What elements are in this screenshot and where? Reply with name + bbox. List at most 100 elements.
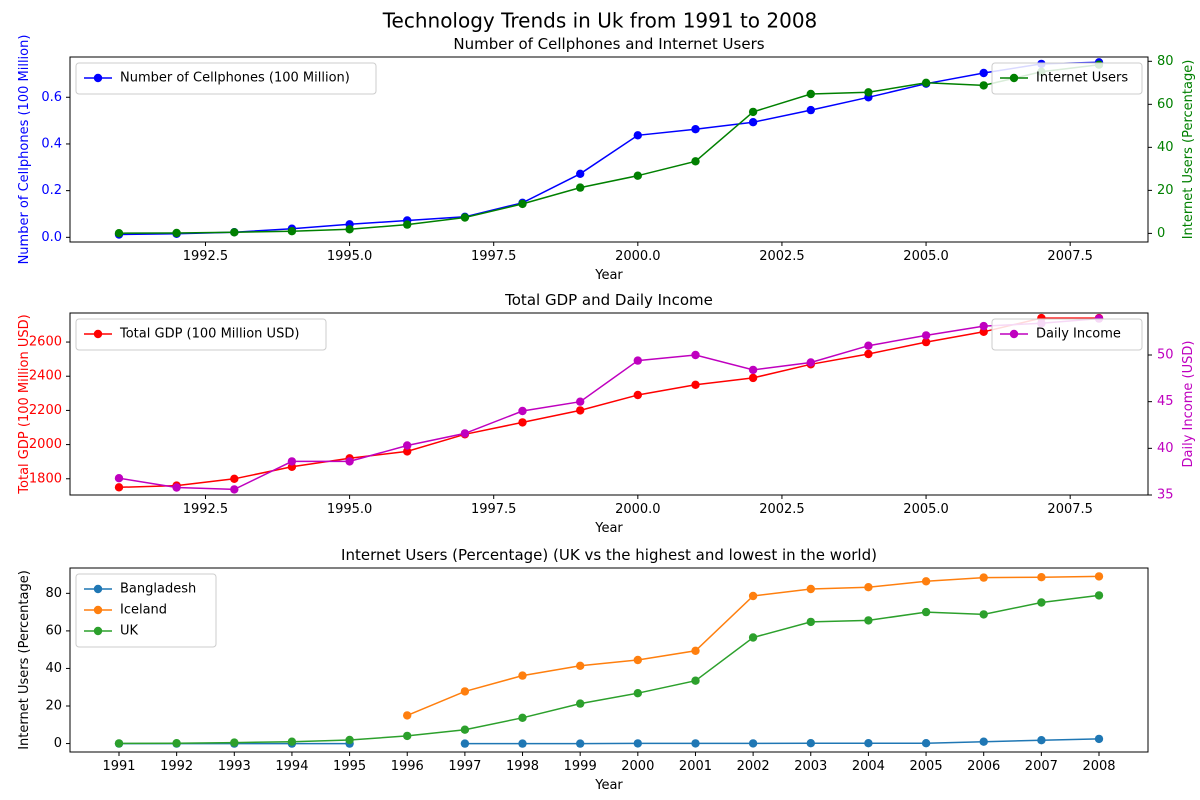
data-point [864, 341, 873, 350]
series-daily-income [114, 314, 1104, 494]
data-point [633, 171, 642, 180]
x-tick-label: 2001 [679, 759, 712, 774]
data-point [979, 610, 988, 619]
data-point [691, 157, 700, 166]
panel-3: Internet Users (Percentage) (UK vs the h… [17, 546, 1149, 793]
y-tick-label: 1800 [29, 471, 62, 486]
data-point [576, 661, 585, 670]
y-tick-label: 2600 [29, 335, 62, 350]
y-tick-label: 20 [45, 699, 62, 714]
legend-marker [93, 329, 103, 339]
data-point [1094, 591, 1104, 600]
y-tick-label: 0 [54, 736, 62, 751]
data-point [518, 418, 527, 427]
legend-box [75, 62, 377, 95]
data-point [345, 457, 354, 466]
data-point [1037, 736, 1046, 745]
data-point [114, 483, 124, 492]
data-point [518, 713, 527, 722]
data-point [576, 183, 585, 192]
legend: Bangladesh Iceland UK [75, 573, 217, 648]
y-right-tick-label: 60 [1157, 97, 1174, 112]
plot-area [114, 313, 1104, 494]
data-point [114, 229, 124, 238]
data-point [979, 321, 988, 331]
data-point [979, 573, 988, 582]
legend-box [75, 573, 217, 648]
data-point [806, 89, 815, 99]
x-tick-label: 2006 [967, 759, 1000, 774]
legend-label: Bangladesh [120, 582, 196, 597]
data-point [806, 617, 815, 627]
data-point [576, 169, 585, 178]
x-tick-label: 1998 [506, 759, 539, 774]
data-point [921, 739, 931, 748]
y-right-tick-label: 35 [1157, 488, 1174, 503]
x-tick-label: 2002 [737, 759, 770, 774]
data-point [460, 725, 470, 734]
data-point [748, 373, 758, 383]
y-tick-label: 0.2 [41, 183, 62, 198]
y-right-tick-label: 20 [1157, 183, 1174, 198]
y-right-tick-label: 80 [1157, 54, 1174, 69]
panel-title: Internet Users (Percentage) (UK vs the h… [341, 546, 877, 564]
legend-label: UK [120, 624, 139, 639]
data-point [633, 356, 642, 365]
x-tick-label: 2005.0 [903, 502, 949, 517]
charts: Number of Cellphones and Internet Users 1… [17, 35, 1196, 793]
data-point [230, 738, 239, 747]
figure-title: Technology Trends in Uk from 1991 to 200… [382, 9, 818, 33]
x-axis-label: Year [594, 521, 623, 536]
data-point [518, 671, 527, 680]
x-tick-label: 2007.5 [1047, 249, 1093, 264]
series-line [118, 317, 1099, 489]
data-point [806, 584, 815, 594]
plot-frame [69, 56, 1149, 243]
data-point [287, 737, 297, 746]
data-point [633, 739, 642, 748]
data-point [806, 358, 815, 367]
panel-title: Number of Cellphones and Internet Users [453, 35, 764, 53]
x-tick-label: 1999 [564, 759, 597, 774]
data-point [172, 483, 181, 492]
plot-area [114, 572, 1104, 748]
plot-area [114, 58, 1104, 239]
y-tick-label: 80 [45, 586, 62, 601]
legend-marker [93, 584, 103, 594]
x-tick-label: 1992.5 [183, 502, 229, 517]
x-tick-label: 1997.5 [471, 249, 517, 264]
y-tick-label: 0.0 [41, 230, 62, 245]
data-point [921, 607, 931, 617]
data-point [345, 735, 354, 745]
x-tick-label: 1995.0 [327, 502, 373, 517]
x-tick-label: 2005.0 [903, 249, 949, 264]
panel-2: Total GDP and Daily Income 1992.5 1995.0 19… [17, 291, 1196, 536]
data-point [576, 397, 585, 406]
y-right-tick-label: 50 [1157, 348, 1174, 363]
data-point [518, 199, 527, 209]
data-point [691, 646, 700, 655]
data-point [172, 739, 181, 748]
series-line [118, 63, 1100, 234]
y-tick-label: 2400 [29, 369, 62, 384]
data-point [806, 739, 815, 748]
legend-label: Iceland [120, 603, 167, 618]
legend-box [991, 62, 1143, 95]
legend-marker [1009, 329, 1019, 339]
data-point [691, 350, 700, 360]
data-point [921, 78, 931, 88]
x-tick-label: 2004 [852, 759, 885, 774]
x-tick-label: 1995 [333, 759, 366, 774]
data-point [748, 365, 758, 375]
legend-label: Number of Cellphones (100 Million) [120, 71, 350, 86]
data-point [748, 118, 758, 127]
y-right-tick-label: 40 [1157, 441, 1174, 456]
data-point [864, 616, 873, 625]
data-point [518, 739, 527, 748]
x-tick-label: 1997.5 [471, 502, 517, 517]
y-right-axis-label: Daily Income (USD) [1181, 341, 1196, 468]
x-tick-label: 1997 [448, 759, 481, 774]
data-point [979, 68, 988, 78]
data-point [921, 331, 931, 340]
data-point [748, 633, 758, 642]
